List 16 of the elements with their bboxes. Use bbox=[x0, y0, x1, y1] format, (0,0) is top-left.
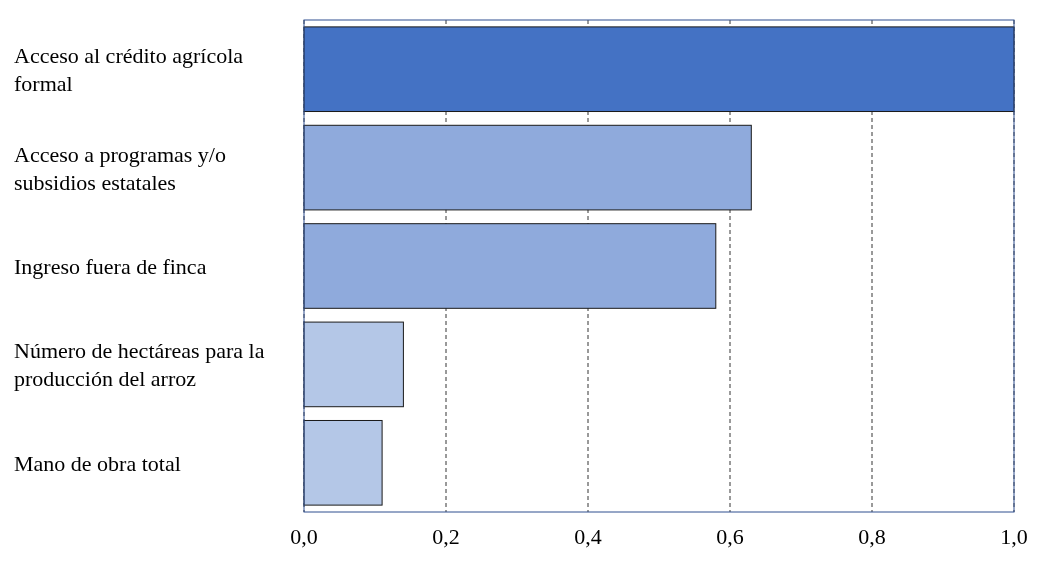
bar bbox=[303, 223, 717, 309]
y-tick-label: Mano de obra total bbox=[14, 450, 181, 476]
y-tick-label: Acceso al crédito agrícola formal bbox=[14, 43, 244, 97]
y-tick-label: Ingreso fuera de finca bbox=[14, 254, 207, 279]
x-tick-label: 0,2 bbox=[432, 524, 460, 549]
bar bbox=[303, 26, 1015, 113]
y-tick-label: Número de hectáreas para la producción del arroz bbox=[14, 338, 265, 392]
bar bbox=[303, 321, 404, 408]
x-tick-label: 0,0 bbox=[290, 524, 318, 549]
x-tick-label: 0,6 bbox=[716, 524, 744, 549]
bar bbox=[303, 419, 383, 506]
bar bbox=[303, 124, 752, 211]
x-tick-label: 1,0 bbox=[1000, 524, 1028, 549]
x-tick-label: 0,4 bbox=[574, 524, 602, 549]
y-tick-label: Acceso a programas y/o subsidios estatales bbox=[14, 141, 226, 195]
x-tick-label: 0,8 bbox=[858, 524, 886, 549]
